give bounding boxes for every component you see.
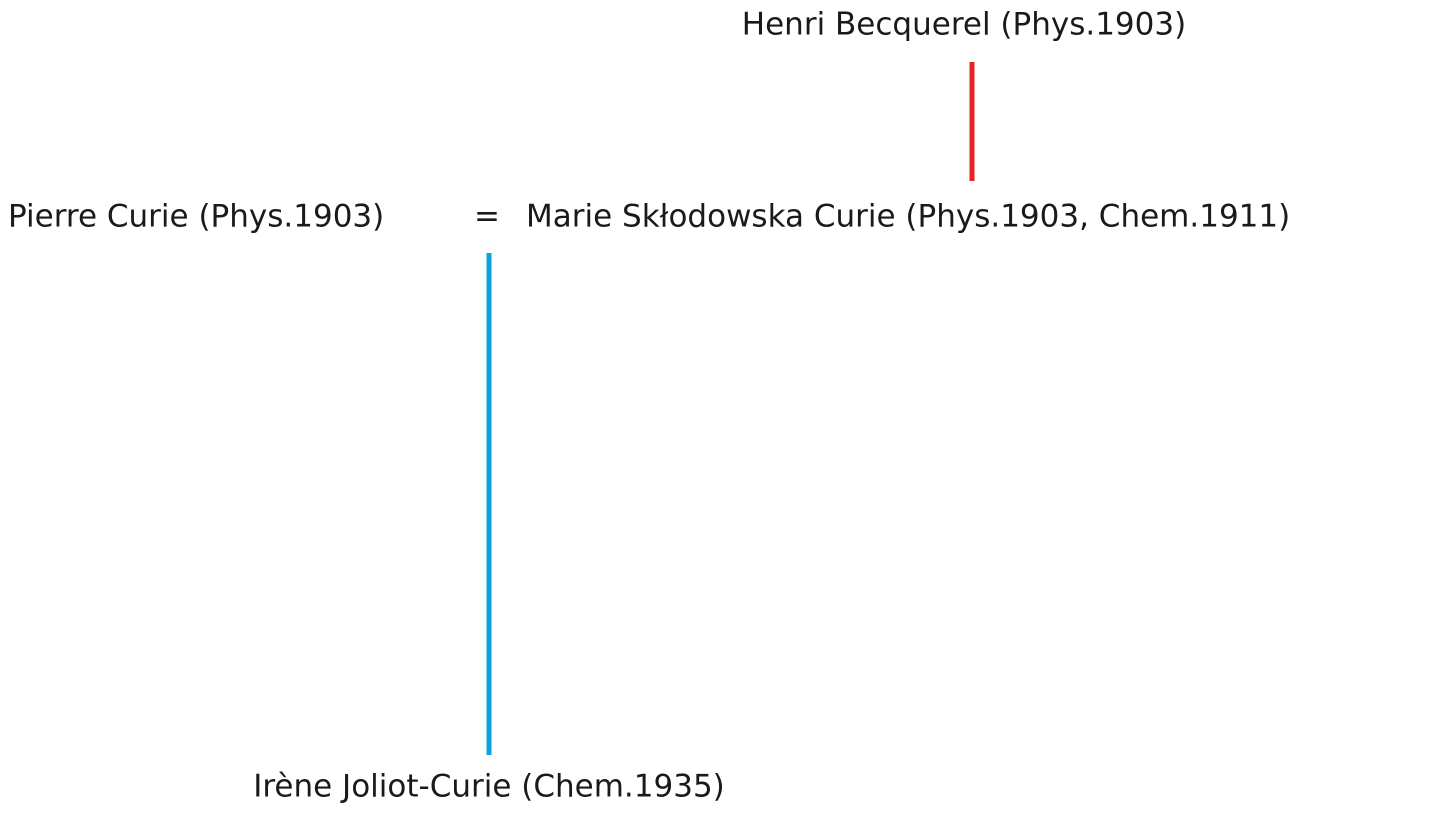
node-label: Pierre Curie (Phys.1903) [8,199,384,235]
node-label: Irène Joliot-Curie (Chem.1935) [253,769,725,805]
node-label: Henri Becquerel (Phys.1903) [742,7,1186,43]
node-label: Marie Skłodowska Curie (Phys.1903, Chem.… [526,199,1290,235]
marriage-sign: = [474,199,500,235]
